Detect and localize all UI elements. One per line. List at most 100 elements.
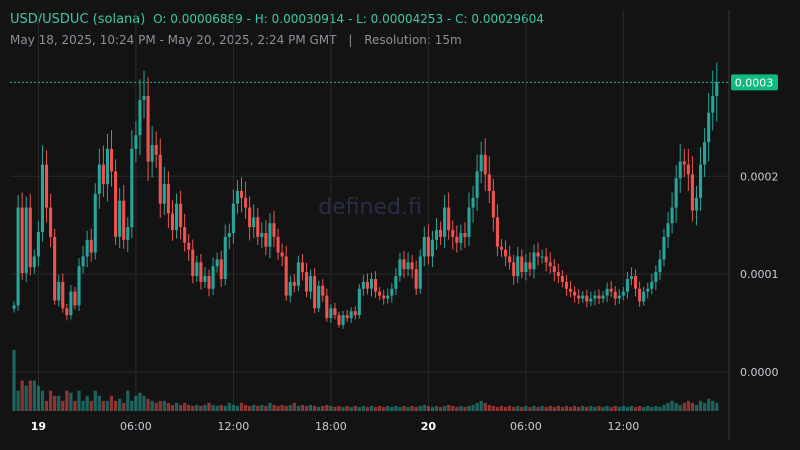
candle-body — [544, 256, 548, 263]
volume-bar — [264, 405, 268, 411]
candle-body — [374, 278, 378, 292]
candle — [296, 255, 300, 291]
volume-bar — [674, 402, 678, 411]
volume-bar — [97, 395, 101, 411]
candle-body — [235, 190, 239, 204]
candle-body — [556, 272, 560, 277]
candle — [349, 307, 353, 324]
candle-body — [398, 259, 402, 277]
candle — [711, 70, 715, 131]
candle — [560, 270, 564, 288]
volume-bar — [601, 406, 605, 411]
candle-body — [313, 276, 317, 309]
volume-bar — [317, 406, 321, 411]
candle-body — [317, 285, 321, 309]
candle-body — [573, 291, 577, 296]
candle-body — [617, 295, 621, 299]
volume-bar — [296, 405, 301, 411]
candle — [179, 190, 183, 240]
candle-body — [451, 230, 455, 237]
candle — [654, 265, 658, 291]
candle-body — [390, 288, 394, 296]
volume-bar — [61, 400, 65, 411]
candle-body — [300, 262, 304, 273]
candle-body — [711, 96, 715, 113]
candle-body — [69, 291, 73, 316]
candle-body — [430, 239, 434, 257]
volume-bar — [195, 404, 199, 411]
candle-body — [487, 174, 491, 191]
candle — [577, 289, 581, 305]
candle — [252, 204, 256, 239]
volume-bar — [24, 385, 28, 411]
candle-body — [264, 232, 268, 247]
candle — [195, 255, 199, 282]
volume-bar — [503, 406, 508, 411]
candle-body — [20, 207, 24, 274]
candle-body — [126, 227, 130, 240]
candle-body — [349, 311, 353, 319]
volume-bar — [44, 400, 49, 411]
volume-bar — [479, 400, 483, 411]
candle — [77, 258, 81, 311]
candle-body — [394, 276, 398, 289]
volume-bar — [166, 402, 171, 411]
candle-body — [629, 276, 634, 279]
candle — [512, 254, 516, 285]
candle — [365, 273, 369, 295]
candle — [174, 193, 179, 239]
candle — [589, 291, 593, 307]
candle-body — [536, 252, 540, 257]
volume-bar — [260, 404, 264, 411]
candle — [548, 252, 552, 274]
candle — [333, 302, 337, 320]
volume-bar — [150, 400, 154, 411]
candle-body — [81, 256, 85, 267]
candle — [439, 221, 443, 246]
volume-bar — [321, 405, 325, 411]
volume-bar — [394, 405, 398, 411]
candle — [443, 195, 447, 249]
candle-body — [581, 295, 585, 299]
volume-bar — [109, 395, 114, 411]
candle-body — [122, 200, 126, 240]
candle-body — [426, 236, 430, 257]
volume-bar — [53, 395, 57, 411]
candle — [467, 192, 471, 247]
candle-body — [49, 207, 53, 237]
candle — [682, 148, 686, 177]
candle — [158, 138, 162, 218]
candle-body — [150, 144, 154, 162]
volume-bar — [406, 406, 410, 411]
volume-bar — [20, 380, 24, 411]
candle-body — [89, 239, 93, 253]
date-range: May 18, 2025, 10:24 PM - May 20, 2025, 2… — [10, 33, 337, 47]
candle-body — [715, 82, 719, 97]
candle-body — [288, 281, 292, 296]
volume-bar — [215, 405, 219, 411]
volume-bar — [682, 402, 686, 411]
candle-body — [650, 281, 654, 289]
volume-bar — [613, 405, 617, 411]
volume-bar — [552, 406, 556, 411]
candle-body — [12, 305, 16, 309]
candle — [162, 166, 166, 216]
candle-body — [101, 164, 105, 185]
candle-body — [597, 295, 601, 299]
candle — [235, 180, 239, 214]
volume-bar — [77, 390, 81, 411]
volume-bar — [715, 402, 719, 411]
volume-bar — [382, 406, 386, 411]
candle-body — [504, 249, 508, 257]
candle — [191, 239, 195, 284]
candle-body — [662, 236, 666, 260]
candle — [593, 290, 597, 306]
candle-body — [463, 232, 467, 237]
volume-bar — [654, 405, 658, 411]
volume-bar — [589, 405, 593, 411]
candle — [426, 224, 430, 265]
candle-body — [646, 288, 650, 292]
candle — [491, 178, 495, 232]
candle — [276, 228, 280, 260]
